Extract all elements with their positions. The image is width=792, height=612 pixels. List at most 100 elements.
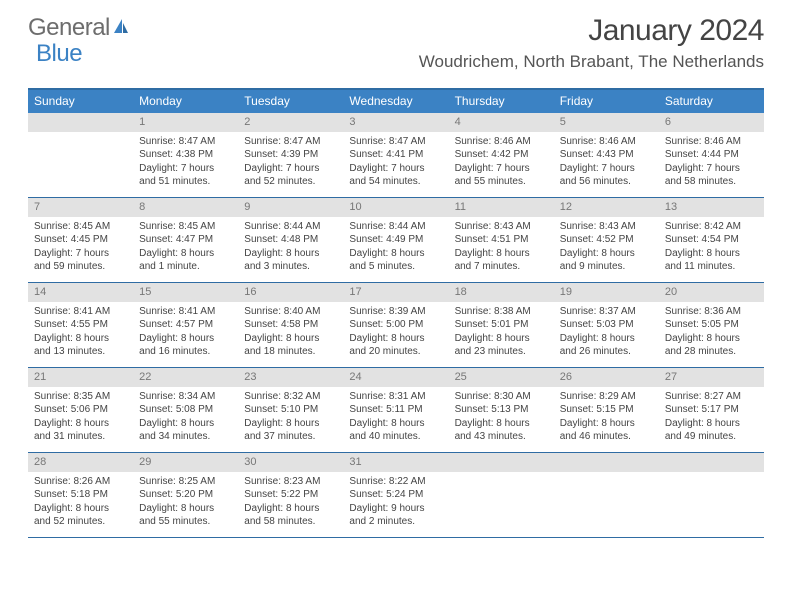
daylight-line: Daylight: 7 hours: [560, 162, 653, 176]
day-details: Sunrise: 8:32 AMSunset: 5:10 PMDaylight:…: [238, 387, 343, 450]
daylight-line: and 20 minutes.: [349, 345, 442, 359]
day-number: 23: [238, 368, 343, 387]
day-number: 6: [659, 113, 764, 132]
sunset-line: Sunset: 4:55 PM: [34, 318, 127, 332]
day-number: 8: [133, 198, 238, 217]
sunset-line: Sunset: 4:41 PM: [349, 148, 442, 162]
daylight-line: and 2 minutes.: [349, 515, 442, 529]
day-cell: 9Sunrise: 8:44 AMSunset: 4:48 PMDaylight…: [238, 198, 343, 282]
day-details: Sunrise: 8:23 AMSunset: 5:22 PMDaylight:…: [238, 472, 343, 535]
header: General January 2024 Woudrichem, North B…: [0, 0, 792, 78]
sunrise-line: Sunrise: 8:44 AM: [244, 220, 337, 234]
day-number: 7: [28, 198, 133, 217]
day-cell: 30Sunrise: 8:23 AMSunset: 5:22 PMDayligh…: [238, 453, 343, 537]
day-details: Sunrise: 8:43 AMSunset: 4:51 PMDaylight:…: [449, 217, 554, 280]
day-header: Tuesday: [238, 90, 343, 113]
sunrise-line: Sunrise: 8:40 AM: [244, 305, 337, 319]
week-row: 28Sunrise: 8:26 AMSunset: 5:18 PMDayligh…: [28, 453, 764, 538]
daylight-line: and 11 minutes.: [665, 260, 758, 274]
daylight-line: Daylight: 8 hours: [139, 247, 232, 261]
day-number: 31: [343, 453, 448, 472]
day-details: Sunrise: 8:27 AMSunset: 5:17 PMDaylight:…: [659, 387, 764, 450]
daylight-line: and 51 minutes.: [139, 175, 232, 189]
day-cell: 20Sunrise: 8:36 AMSunset: 5:05 PMDayligh…: [659, 283, 764, 367]
sunrise-line: Sunrise: 8:47 AM: [139, 135, 232, 149]
daylight-line: Daylight: 8 hours: [139, 332, 232, 346]
day-cell: 13Sunrise: 8:42 AMSunset: 4:54 PMDayligh…: [659, 198, 764, 282]
daylight-line: and 37 minutes.: [244, 430, 337, 444]
day-details: Sunrise: 8:42 AMSunset: 4:54 PMDaylight:…: [659, 217, 764, 280]
week-row: 7Sunrise: 8:45 AMSunset: 4:45 PMDaylight…: [28, 198, 764, 283]
day-number: 27: [659, 368, 764, 387]
daylight-line: Daylight: 8 hours: [349, 417, 442, 431]
day-details: Sunrise: 8:35 AMSunset: 5:06 PMDaylight:…: [28, 387, 133, 450]
daylight-line: and 49 minutes.: [665, 430, 758, 444]
day-details: Sunrise: 8:36 AMSunset: 5:05 PMDaylight:…: [659, 302, 764, 365]
day-cell: 2Sunrise: 8:47 AMSunset: 4:39 PMDaylight…: [238, 113, 343, 197]
sunset-line: Sunset: 5:05 PM: [665, 318, 758, 332]
day-cell: 11Sunrise: 8:43 AMSunset: 4:51 PMDayligh…: [449, 198, 554, 282]
daylight-line: and 58 minutes.: [244, 515, 337, 529]
day-cell: 17Sunrise: 8:39 AMSunset: 5:00 PMDayligh…: [343, 283, 448, 367]
daylight-line: Daylight: 8 hours: [139, 502, 232, 516]
day-cell: 28Sunrise: 8:26 AMSunset: 5:18 PMDayligh…: [28, 453, 133, 537]
day-number: 2: [238, 113, 343, 132]
day-number: [659, 453, 764, 472]
day-number: 26: [554, 368, 659, 387]
daylight-line: Daylight: 7 hours: [455, 162, 548, 176]
day-cell: 14Sunrise: 8:41 AMSunset: 4:55 PMDayligh…: [28, 283, 133, 367]
sunrise-line: Sunrise: 8:39 AM: [349, 305, 442, 319]
daylight-line: Daylight: 8 hours: [34, 417, 127, 431]
sunrise-line: Sunrise: 8:37 AM: [560, 305, 653, 319]
sunrise-line: Sunrise: 8:27 AM: [665, 390, 758, 404]
day-number: 24: [343, 368, 448, 387]
day-details: Sunrise: 8:46 AMSunset: 4:44 PMDaylight:…: [659, 132, 764, 195]
daylight-line: and 52 minutes.: [244, 175, 337, 189]
daylight-line: Daylight: 8 hours: [560, 247, 653, 261]
day-header: Monday: [133, 90, 238, 113]
day-number: 19: [554, 283, 659, 302]
daylight-line: and 18 minutes.: [244, 345, 337, 359]
sunrise-line: Sunrise: 8:41 AM: [139, 305, 232, 319]
day-header: Thursday: [449, 90, 554, 113]
daylight-line: Daylight: 7 hours: [139, 162, 232, 176]
daylight-line: and 13 minutes.: [34, 345, 127, 359]
sunset-line: Sunset: 4:38 PM: [139, 148, 232, 162]
sunset-line: Sunset: 5:10 PM: [244, 403, 337, 417]
day-number: 25: [449, 368, 554, 387]
daylight-line: and 7 minutes.: [455, 260, 548, 274]
day-cell: 12Sunrise: 8:43 AMSunset: 4:52 PMDayligh…: [554, 198, 659, 282]
day-header: Sunday: [28, 90, 133, 113]
day-cell: 16Sunrise: 8:40 AMSunset: 4:58 PMDayligh…: [238, 283, 343, 367]
day-details: Sunrise: 8:47 AMSunset: 4:38 PMDaylight:…: [133, 132, 238, 195]
day-details: Sunrise: 8:47 AMSunset: 4:41 PMDaylight:…: [343, 132, 448, 195]
calendar: Sunday Monday Tuesday Wednesday Thursday…: [28, 88, 764, 538]
day-number: 4: [449, 113, 554, 132]
brand-line2: Blue: [36, 40, 82, 68]
sunset-line: Sunset: 5:08 PM: [139, 403, 232, 417]
sunset-line: Sunset: 5:24 PM: [349, 488, 442, 502]
day-cell: 15Sunrise: 8:41 AMSunset: 4:57 PMDayligh…: [133, 283, 238, 367]
day-number: [28, 113, 133, 132]
sunrise-line: Sunrise: 8:41 AM: [34, 305, 127, 319]
sunrise-line: Sunrise: 8:45 AM: [34, 220, 127, 234]
day-number: 11: [449, 198, 554, 217]
daylight-line: and 1 minute.: [139, 260, 232, 274]
day-cell: 7Sunrise: 8:45 AMSunset: 4:45 PMDaylight…: [28, 198, 133, 282]
day-details: Sunrise: 8:26 AMSunset: 5:18 PMDaylight:…: [28, 472, 133, 535]
daylight-line: and 31 minutes.: [34, 430, 127, 444]
sunset-line: Sunset: 5:15 PM: [560, 403, 653, 417]
week-row: 21Sunrise: 8:35 AMSunset: 5:06 PMDayligh…: [28, 368, 764, 453]
day-header: Wednesday: [343, 90, 448, 113]
daylight-line: and 40 minutes.: [349, 430, 442, 444]
daylight-line: Daylight: 7 hours: [244, 162, 337, 176]
daylight-line: and 23 minutes.: [455, 345, 548, 359]
sunset-line: Sunset: 5:06 PM: [34, 403, 127, 417]
sunrise-line: Sunrise: 8:44 AM: [349, 220, 442, 234]
daylight-line: Daylight: 8 hours: [560, 417, 653, 431]
day-cell: 23Sunrise: 8:32 AMSunset: 5:10 PMDayligh…: [238, 368, 343, 452]
day-number: 28: [28, 453, 133, 472]
sunrise-line: Sunrise: 8:43 AM: [455, 220, 548, 234]
daylight-line: Daylight: 8 hours: [665, 332, 758, 346]
day-details: Sunrise: 8:44 AMSunset: 4:49 PMDaylight:…: [343, 217, 448, 280]
